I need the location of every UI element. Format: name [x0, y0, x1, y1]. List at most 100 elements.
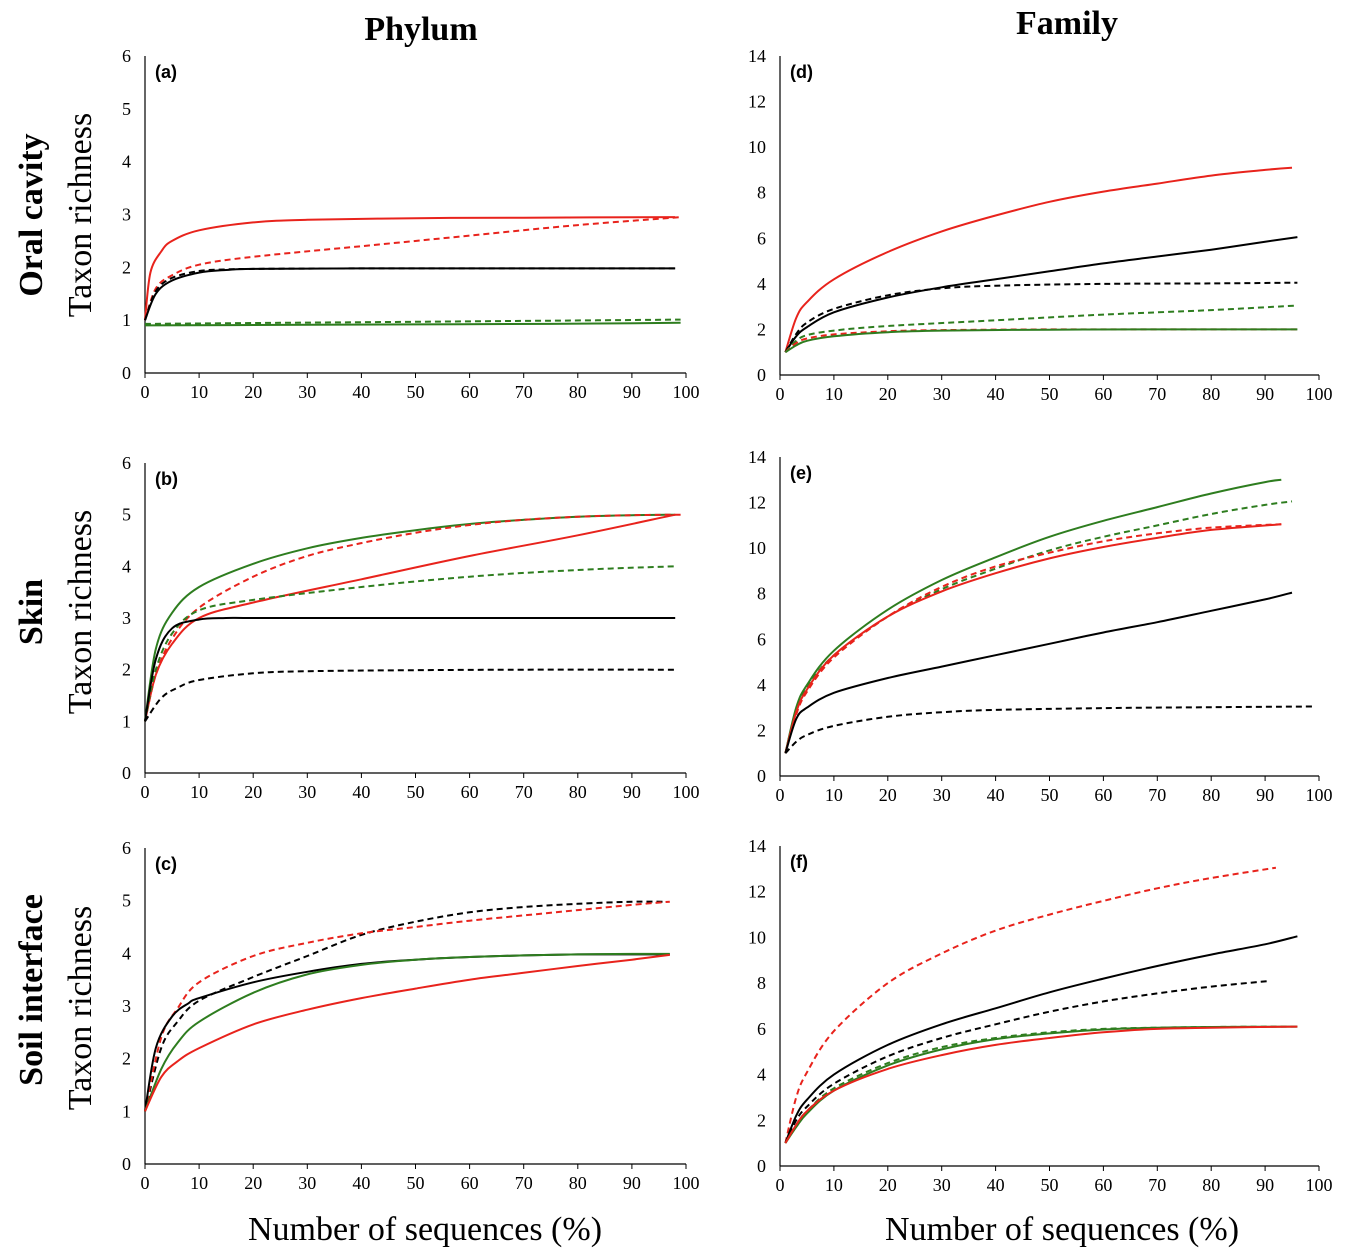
y-tick-label: 5	[122, 505, 131, 525]
x-tick-label: 30	[933, 384, 951, 404]
x-tick-label: 60	[1094, 384, 1112, 404]
series-line-red-dashed	[144, 900, 670, 1112]
x-tick-label: 40	[352, 782, 370, 802]
x-tick-label: 100	[1306, 384, 1333, 404]
series-line-red-dashed	[144, 513, 681, 722]
y-tick-label: 2	[757, 319, 766, 339]
x-tick-label: 20	[244, 382, 262, 402]
x-tick-label: 60	[461, 382, 479, 402]
x-tick-label: 80	[569, 1173, 587, 1193]
panel-d: 0 10 20 30 40 50 60 70 80 90 100 0 2 4 6 8 10 12 14 (d)	[748, 46, 1333, 404]
x-tick-label: 50	[407, 1173, 425, 1193]
panel-a: 0 10 20 30 40 50 60 70 80 90 100 0 1 2 3 4 5 6 (a)	[122, 46, 700, 402]
x-tick-label: 100	[1306, 785, 1333, 805]
y-tick-label: 2	[757, 720, 766, 740]
panel-label: (e)	[790, 463, 812, 483]
x-tick-label: 10	[825, 1175, 843, 1195]
y-tick-label: 4	[122, 943, 131, 963]
x-tick-label: 80	[1202, 1175, 1220, 1195]
x-tick-label: 20	[879, 1175, 897, 1195]
y-tick-label: 14	[748, 836, 766, 856]
x-tick-label: 100	[673, 782, 700, 802]
y-tick-label: 0	[757, 365, 766, 385]
x-tick-label: 10	[190, 782, 208, 802]
panel-f: 0 10 20 30 40 50 60 70 80 90 100 0 2 4 6 8 10 12 14 (f)	[748, 836, 1333, 1195]
x-tick-label: 30	[298, 382, 316, 402]
x-tick-label: 90	[623, 782, 641, 802]
x-tick-label: 80	[1202, 785, 1220, 805]
x-tick-label: 80	[569, 782, 587, 802]
y-tick-label: 3	[122, 608, 131, 628]
y-tick-label: 2	[757, 1110, 766, 1130]
x-tick-label: 0	[141, 1173, 150, 1193]
x-tick-label: 0	[141, 782, 150, 802]
x-tick-label: 60	[1094, 1175, 1112, 1195]
y-tick-label: 10	[748, 927, 766, 947]
panel-label: (d)	[790, 62, 813, 82]
x-tick-label: 40	[352, 382, 370, 402]
y-tick-label: 0	[757, 766, 766, 786]
x-tick-label: 60	[461, 782, 479, 802]
y-tick-label: 4	[122, 152, 131, 172]
y-tick-label: 1	[122, 711, 131, 731]
column-title-phylum: Phylum	[364, 11, 477, 48]
x-tick-label: 90	[1256, 384, 1274, 404]
y-tick-label: 0	[122, 363, 131, 383]
x-tick-label: 50	[1041, 785, 1059, 805]
x-tick-label: 10	[825, 384, 843, 404]
x-tick-label: 40	[987, 785, 1005, 805]
y-tick-label: 4	[757, 675, 766, 695]
y-tick-label: 5	[122, 891, 131, 911]
series-line-red-dashed	[784, 523, 1282, 754]
series-line-red-solid	[144, 953, 670, 1112]
panel-label: (b)	[155, 469, 178, 489]
x-tick-label: 70	[1148, 384, 1166, 404]
series-line-black-solid	[784, 935, 1298, 1144]
y-tick-label: 8	[757, 183, 766, 203]
panel-c: 0 10 20 30 40 50 60 70 80 90 100 0 1 2 3 4 5 6 (c)	[122, 838, 700, 1193]
y-tick-label: 5	[122, 99, 131, 119]
y-axis-label-skin: Taxon richness	[62, 510, 99, 714]
series-line-black-dashed	[784, 281, 1298, 353]
series-line-green-dashed	[784, 500, 1293, 754]
y-tick-label: 3	[122, 205, 131, 225]
x-tick-label: 10	[825, 785, 843, 805]
x-tick-label: 80	[569, 382, 587, 402]
x-tick-label: 70	[1148, 785, 1166, 805]
series-line-black-dashed	[784, 705, 1314, 754]
x-tick-label: 90	[623, 1173, 641, 1193]
y-tick-label: 6	[122, 838, 131, 858]
series-line-red-solid	[784, 1025, 1298, 1144]
x-tick-label: 70	[515, 1173, 533, 1193]
y-axis-label-soil: Taxon richness	[62, 906, 99, 1110]
x-tick-label: 20	[244, 1173, 262, 1193]
y-tick-label: 12	[748, 882, 766, 902]
x-tick-label: 30	[298, 782, 316, 802]
series-line-black-dashed	[144, 900, 665, 1112]
x-tick-label: 100	[673, 1173, 700, 1193]
series-line-black-dashed	[144, 267, 676, 321]
panel-b: 0 10 20 30 40 50 60 70 80 90 100 0 1 2 3 4 5 6 (b)	[122, 453, 700, 802]
y-tick-label: 12	[748, 493, 766, 513]
series-line-green-dashed	[784, 1025, 1298, 1144]
series-line-black-solid	[144, 267, 676, 321]
x-tick-label: 50	[407, 382, 425, 402]
x-tick-label: 40	[352, 1173, 370, 1193]
x-tick-label: 60	[461, 1173, 479, 1193]
panel-e: 0 10 20 30 40 50 60 70 80 90 100 0 2 4 6 8 10 12 14 (e)	[748, 447, 1333, 805]
y-tick-label: 2	[122, 257, 131, 277]
panel-label: (a)	[155, 62, 177, 82]
series-line-green-dashed	[144, 318, 681, 325]
series-line-red-solid	[784, 166, 1293, 353]
x-tick-label: 90	[623, 382, 641, 402]
x-tick-label: 40	[987, 384, 1005, 404]
series-line-green-solid	[784, 478, 1282, 754]
y-tick-label: 12	[748, 92, 766, 112]
y-tick-label: 10	[748, 538, 766, 558]
x-tick-label: 50	[1041, 1175, 1059, 1195]
series-line-red-solid	[144, 513, 676, 722]
x-tick-label: 50	[407, 782, 425, 802]
row-title-oral-cavity: Oral cavity	[13, 133, 50, 296]
row-title-soil-interface: Soil interface	[13, 894, 50, 1086]
